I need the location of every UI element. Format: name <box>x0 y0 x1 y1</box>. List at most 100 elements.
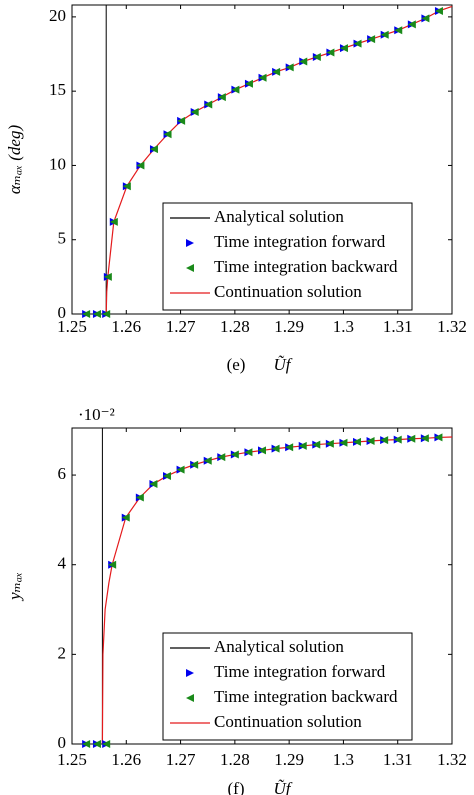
x-axis-label: Ũf <box>274 779 293 795</box>
marker <box>102 740 111 748</box>
marker <box>203 456 212 465</box>
marker <box>136 161 145 170</box>
marker <box>204 100 213 109</box>
legend-label: Continuation solution <box>214 282 362 301</box>
marker <box>217 453 226 462</box>
marker <box>230 450 239 459</box>
x-axis-label: Ũf <box>274 355 293 374</box>
marker <box>109 217 118 226</box>
caption: (e) <box>227 355 246 374</box>
x-tick-label: 1.26 <box>111 750 141 769</box>
marker <box>366 436 375 445</box>
y-tick-label: 4 <box>58 554 67 573</box>
legend-box <box>162 632 413 741</box>
marker <box>177 116 186 125</box>
marker <box>380 436 389 445</box>
marker <box>326 48 335 57</box>
marker <box>339 438 348 447</box>
legend-label: Analytical solution <box>214 637 344 656</box>
legend-box <box>162 202 413 311</box>
marker <box>394 26 403 35</box>
marker <box>420 434 429 443</box>
marker <box>149 145 158 154</box>
marker <box>325 439 334 448</box>
marker <box>258 73 267 82</box>
marker <box>407 434 416 443</box>
y-tick-label: 2 <box>58 643 67 662</box>
marker <box>102 310 111 318</box>
legend-swatch <box>186 239 194 247</box>
x-tick-label: 1.25 <box>57 317 87 336</box>
x-tick-label: 1.28 <box>220 750 250 769</box>
marker <box>407 20 416 29</box>
legend-swatch <box>186 264 194 272</box>
legend-label: Continuation solution <box>214 712 362 731</box>
marker <box>353 437 361 446</box>
marker <box>92 740 101 748</box>
legend-swatch <box>186 669 194 677</box>
x-tick-label: 1.32 <box>437 317 467 336</box>
marker <box>312 440 321 449</box>
marker <box>393 435 402 444</box>
y-tick-label: 10 <box>49 154 66 173</box>
y-axis-label: αₘₐₓ (deg) <box>5 125 24 195</box>
marker <box>231 85 240 94</box>
x-tick-label: 1.25 <box>57 750 87 769</box>
x-tick-label: 1.27 <box>166 750 196 769</box>
legend-label: Analytical solution <box>214 207 344 226</box>
y-tick-label: 0 <box>58 733 67 752</box>
marker <box>82 740 91 748</box>
marker <box>434 433 443 442</box>
marker <box>103 272 112 281</box>
y-tick-label: 15 <box>49 80 66 99</box>
legend-label: Time integration backward <box>214 687 398 706</box>
x-tick-label: 1.29 <box>274 750 304 769</box>
marker <box>285 63 294 72</box>
marker <box>190 107 199 116</box>
x-tick-label: 1.32 <box>437 750 467 769</box>
plot-frame <box>71 4 453 315</box>
marker <box>271 444 280 453</box>
legend-label: Time integration backward <box>214 257 398 276</box>
marker <box>108 560 117 569</box>
marker <box>434 6 443 15</box>
marker <box>135 493 144 502</box>
x-tick-label: 1.26 <box>111 317 141 336</box>
marker <box>217 93 226 102</box>
y-axis-label: yₘₐₓ <box>5 572 24 602</box>
y-tick-label: 6 <box>58 464 67 483</box>
marker <box>121 513 130 522</box>
marker <box>353 39 362 48</box>
x-tick-label: 1.27 <box>166 317 196 336</box>
marker <box>258 446 266 455</box>
marker <box>380 30 389 39</box>
x-tick-label: 1.28 <box>220 317 250 336</box>
x-tick-label: 1.3 <box>333 750 354 769</box>
marker <box>163 130 172 139</box>
marker <box>244 448 253 457</box>
plot-frame <box>71 427 453 745</box>
axis-multiplier: ·10⁻² <box>78 405 115 424</box>
marker <box>312 52 321 61</box>
x-tick-label: 1.31 <box>383 750 413 769</box>
marker <box>149 480 158 489</box>
x-tick-label: 1.3 <box>333 317 354 336</box>
x-tick-label: 1.29 <box>274 317 304 336</box>
marker <box>163 471 171 480</box>
y-tick-label: 20 <box>49 6 66 25</box>
marker <box>367 35 376 44</box>
marker <box>339 44 348 53</box>
marker <box>298 441 307 450</box>
marker <box>82 310 91 318</box>
marker <box>122 182 131 191</box>
marker <box>92 310 101 318</box>
x-tick-label: 1.31 <box>383 317 413 336</box>
marker <box>421 14 430 23</box>
marker <box>244 79 253 88</box>
marker <box>299 57 308 66</box>
marker <box>285 443 294 452</box>
y-tick-label: 0 <box>58 303 67 322</box>
legend-label: Time integration forward <box>214 232 386 251</box>
legend-swatch <box>186 694 194 702</box>
